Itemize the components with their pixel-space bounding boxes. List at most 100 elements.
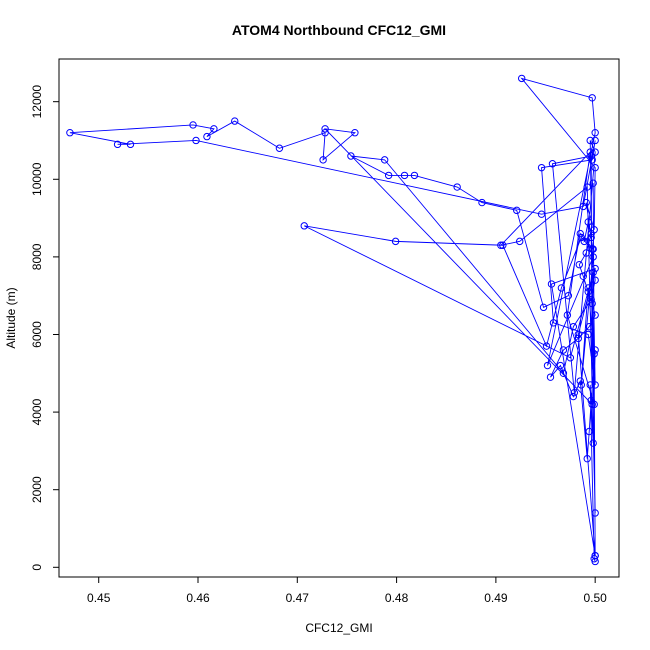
data-point	[590, 350, 598, 358]
data-point	[563, 311, 572, 319]
data-point	[347, 152, 355, 160]
data-point	[588, 245, 596, 253]
data-point	[537, 210, 546, 218]
data-point	[586, 136, 594, 145]
data-point	[559, 369, 568, 377]
data-point	[584, 288, 592, 296]
data-point	[587, 233, 595, 242]
data-point	[547, 280, 556, 288]
y-tick-label: 0	[30, 564, 44, 571]
data-point	[391, 237, 400, 246]
data-point	[590, 400, 598, 409]
data-point	[591, 276, 599, 284]
data-point	[319, 156, 327, 164]
data-point	[275, 144, 284, 152]
data-point	[591, 346, 599, 354]
y-tick-label: 6000	[30, 321, 44, 348]
data-point	[321, 129, 329, 137]
x-axis-label: CFC12_GMI	[305, 621, 372, 635]
data-point	[400, 171, 409, 180]
data-point	[591, 381, 599, 389]
data-point	[588, 400, 596, 409]
data-point	[453, 183, 461, 191]
data-point	[591, 163, 599, 172]
data-point	[203, 132, 211, 141]
data-point	[516, 237, 524, 246]
data-point	[499, 241, 507, 249]
data-point	[542, 342, 551, 350]
data-point	[126, 140, 135, 149]
data-point	[576, 229, 584, 238]
data-point	[577, 381, 585, 389]
x-tick-label: 0.47	[286, 591, 310, 605]
chart-title: ATOM4 Northbound CFC12_GMI	[232, 22, 446, 38]
data-point	[557, 284, 566, 292]
data-point	[589, 179, 597, 187]
data-point	[559, 346, 568, 354]
data-point	[588, 299, 596, 308]
data-point	[497, 241, 505, 249]
data-point	[300, 222, 308, 230]
y-tick-label: 4000	[30, 398, 44, 425]
data-point	[591, 264, 599, 273]
x-tick-label: 0.50	[583, 591, 607, 605]
data-point	[113, 140, 122, 149]
data-point	[589, 253, 597, 261]
data-point	[513, 206, 521, 215]
data-point	[574, 334, 582, 343]
y-axis-label: Altitude (m)	[4, 287, 18, 348]
series-line	[69, 77, 596, 562]
data-point	[351, 129, 359, 137]
data-point	[591, 509, 599, 517]
data-point	[570, 388, 579, 397]
x-tick-label: 0.46	[186, 591, 210, 605]
data-point	[584, 218, 592, 226]
data-point	[589, 439, 597, 447]
data-point	[66, 129, 74, 137]
data-point	[569, 323, 578, 331]
data-point	[543, 361, 552, 370]
data-point	[586, 148, 594, 156]
data-point	[588, 156, 596, 164]
x-tick-label: 0.49	[484, 591, 508, 605]
data-point	[410, 171, 419, 180]
data-point	[546, 373, 555, 381]
data-point	[583, 183, 591, 191]
data-point	[591, 136, 599, 145]
data-point	[590, 226, 598, 234]
data-point	[548, 160, 557, 168]
data-point	[384, 171, 393, 180]
data-point	[579, 272, 587, 280]
data-point	[591, 148, 599, 156]
data-point	[189, 121, 197, 129]
data-point	[574, 330, 582, 339]
plot-area	[66, 74, 599, 566]
y-tick-label: 10000	[30, 162, 44, 196]
data-point	[380, 156, 389, 164]
y-tick-label: 2000	[30, 476, 44, 503]
data-point	[231, 117, 239, 125]
data-point	[589, 268, 597, 277]
data-point	[556, 361, 565, 370]
data-point	[537, 163, 546, 172]
data-point	[575, 260, 583, 269]
data-point	[539, 303, 548, 312]
data-point	[569, 392, 578, 401]
data-point	[587, 152, 595, 160]
data-point	[210, 125, 218, 133]
data-point	[576, 377, 584, 385]
y-tick-label: 8000	[30, 243, 44, 270]
data-point	[591, 311, 599, 319]
data-point	[582, 249, 590, 257]
data-point	[584, 330, 592, 339]
data-point	[587, 295, 595, 304]
data-point	[518, 74, 526, 83]
data-point	[583, 454, 591, 463]
data-point	[564, 291, 573, 300]
data-point	[591, 129, 599, 137]
data-point	[582, 198, 590, 207]
data-point	[478, 198, 486, 207]
x-tick-label: 0.48	[385, 591, 409, 605]
data-point	[590, 555, 598, 563]
